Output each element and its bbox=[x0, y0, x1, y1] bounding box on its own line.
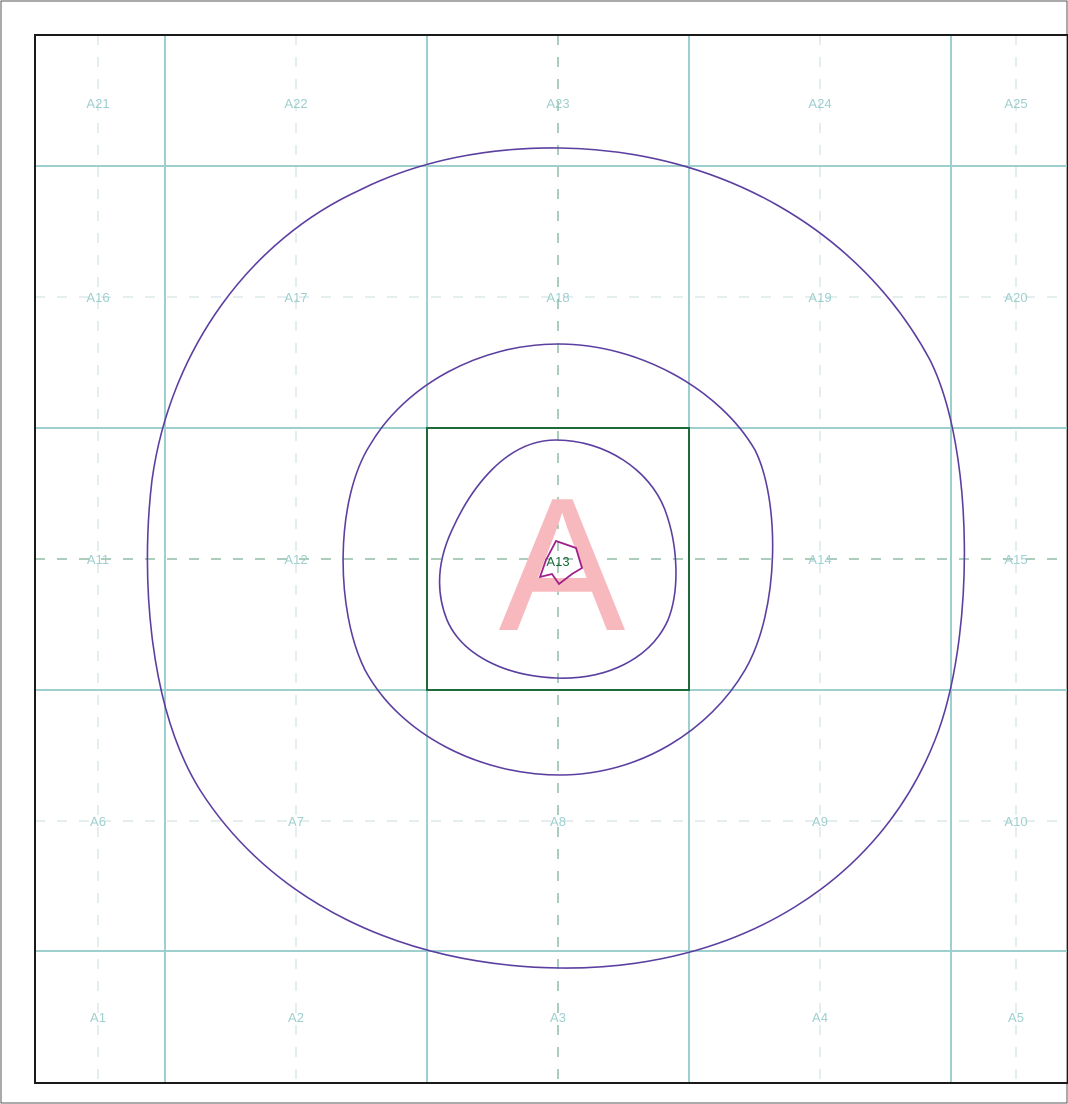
cell-label: A10 bbox=[1004, 814, 1027, 829]
cell-label: A4 bbox=[812, 1010, 828, 1025]
cell-label: A11 bbox=[87, 552, 109, 567]
cell-label: A18 bbox=[546, 290, 569, 305]
sheet-letter: A bbox=[499, 459, 626, 671]
cell-label: A19 bbox=[808, 290, 831, 305]
cell-label: A23 bbox=[546, 96, 569, 111]
cell-label: A6 bbox=[90, 814, 106, 829]
map-border bbox=[34, 34, 1068, 1084]
cell-label: A20 bbox=[1004, 290, 1027, 305]
cell-label: A2 bbox=[288, 1010, 304, 1025]
center-shape bbox=[538, 539, 584, 586]
cell-label: A8 bbox=[550, 814, 566, 829]
cell-label: A5 bbox=[1008, 1010, 1024, 1025]
outer-contour bbox=[146, 147, 966, 969]
cell-center-lines bbox=[35, 35, 1068, 1083]
cell-label: A7 bbox=[288, 814, 304, 829]
cell-label: A25 bbox=[1004, 96, 1027, 111]
middle-contour bbox=[342, 343, 774, 776]
cell-label: A1 bbox=[90, 1010, 106, 1025]
cell-label: A9 bbox=[812, 814, 828, 829]
cell-label: A16 bbox=[86, 290, 109, 305]
center-cell-label: A13 bbox=[546, 554, 569, 569]
inner-contour bbox=[438, 439, 677, 679]
cell-label: A17 bbox=[284, 290, 307, 305]
grid-lines bbox=[35, 35, 1068, 1083]
cell-label: A3 bbox=[550, 1010, 566, 1025]
cell-label: A12 bbox=[284, 552, 307, 567]
cell-label: A21 bbox=[86, 96, 109, 111]
cell-label: A22 bbox=[284, 96, 307, 111]
cell-labels: A1 A2 A3 A4 A5 A6 A7 A8 A9 A10 A11 A12 A14 A15 A16 A17 A… bbox=[86, 96, 1027, 1025]
cell-label: A15 bbox=[1004, 552, 1027, 567]
cell-label: A14 bbox=[808, 552, 831, 567]
highlight-cell-square bbox=[426, 427, 690, 691]
cell-label: A24 bbox=[808, 96, 831, 111]
